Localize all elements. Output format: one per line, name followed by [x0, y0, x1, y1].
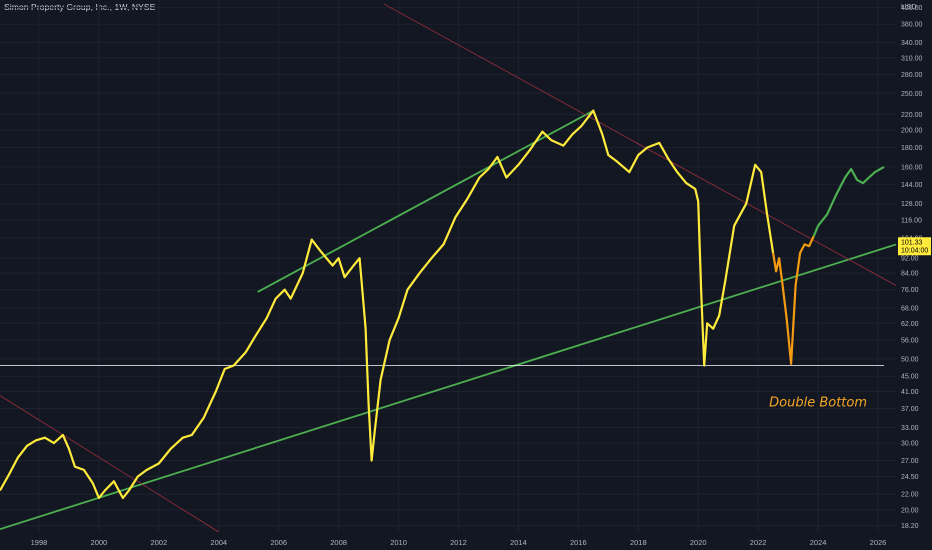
- y-tick-label: 68.00: [901, 306, 919, 313]
- y-tick-label: 310.00: [901, 55, 923, 62]
- y-tick-label: 160.00: [901, 164, 923, 171]
- y-tick-label: 144.00: [901, 182, 923, 189]
- trend-line: [0, 243, 897, 531]
- current-price-tag: 101.33 10:04:00: [898, 237, 931, 256]
- y-tick-label: 22.00: [901, 492, 919, 499]
- x-tick-label: 2026: [870, 538, 887, 547]
- y-tick-label: 45.00: [901, 374, 919, 381]
- y-tick-label: 62.00: [901, 321, 919, 328]
- x-tick-label: 2002: [150, 538, 167, 547]
- price-tag-time: 10:04:00: [901, 247, 928, 254]
- price-tag-background: [898, 237, 931, 256]
- y-tick-label: 380.00: [901, 22, 923, 29]
- series-line-3: [812, 165, 885, 237]
- x-tick-label: 2010: [390, 538, 407, 547]
- y-tick-label: 250.00: [901, 91, 923, 98]
- y-tick-label: 128.00: [901, 201, 923, 208]
- x-tick-label: 2004: [210, 538, 227, 547]
- y-tick-label: 56.00: [901, 338, 919, 345]
- y-tick-label: 37.00: [901, 406, 919, 413]
- currency-label: USD: [901, 2, 917, 11]
- y-tick-label: 200.00: [901, 128, 923, 135]
- y-tick-label: 27.00: [901, 458, 919, 465]
- drawn-lines: [0, 3, 897, 533]
- y-tick-label: 280.00: [901, 72, 923, 79]
- x-tick-label: 2000: [91, 538, 108, 547]
- x-tick-label: 2012: [450, 538, 467, 547]
- y-tick-label: 420.00: [901, 5, 923, 12]
- x-tick-label: 2020: [690, 538, 707, 547]
- x-tick-label: 2018: [630, 538, 647, 547]
- series-line-1: [0, 109, 775, 500]
- y-tick-label: 340.00: [901, 40, 923, 47]
- y-tick-label: 92.00: [901, 256, 919, 263]
- x-tick-label: 2024: [810, 538, 827, 547]
- y-tick-label: 33.00: [901, 425, 919, 432]
- y-tick-label: 76.00: [901, 287, 919, 294]
- x-tick-label: 2014: [510, 538, 527, 547]
- price-series: [0, 109, 885, 500]
- y-tick-label: 30.00: [901, 441, 919, 448]
- y-tick-label: 50.00: [901, 356, 919, 363]
- annotation-double-bottom: Double Bottom: [769, 395, 867, 410]
- x-axis[interactable]: 1998 2000 2002 2004 2006 2008 2010 2012 2014 2016…: [31, 538, 887, 547]
- x-tick-label: 2006: [270, 538, 287, 547]
- y-tick-label: 220.00: [901, 112, 923, 119]
- y-tick-label: 41.00: [901, 389, 919, 396]
- x-tick-label: 2008: [330, 538, 347, 547]
- y-tick-label: 180.00: [901, 145, 923, 152]
- y-tick-label: 84.00: [901, 271, 919, 278]
- y-tick-label: 116.00: [901, 217, 922, 224]
- x-tick-label: 1998: [31, 538, 48, 547]
- x-tick-label: 2022: [750, 538, 767, 547]
- y-tick-label: 18.20: [901, 523, 919, 530]
- series-line-2: [772, 235, 815, 365]
- y-tick-label: 24.50: [901, 474, 919, 481]
- trend-line: [383, 3, 897, 286]
- price-tag-value: 101.33: [901, 239, 923, 246]
- grid: [0, 0, 896, 532]
- x-tick-label: 2016: [570, 538, 587, 547]
- trend-line: [0, 395, 219, 533]
- y-axis[interactable]: 18.20 20.00 22.00 24.50 27.00 30.00 33.00 37.00…: [901, 5, 923, 530]
- y-tick-label: 20.00: [901, 507, 919, 514]
- chart-title: Simon Property Group, Inc., 1W, NYSE: [4, 2, 156, 12]
